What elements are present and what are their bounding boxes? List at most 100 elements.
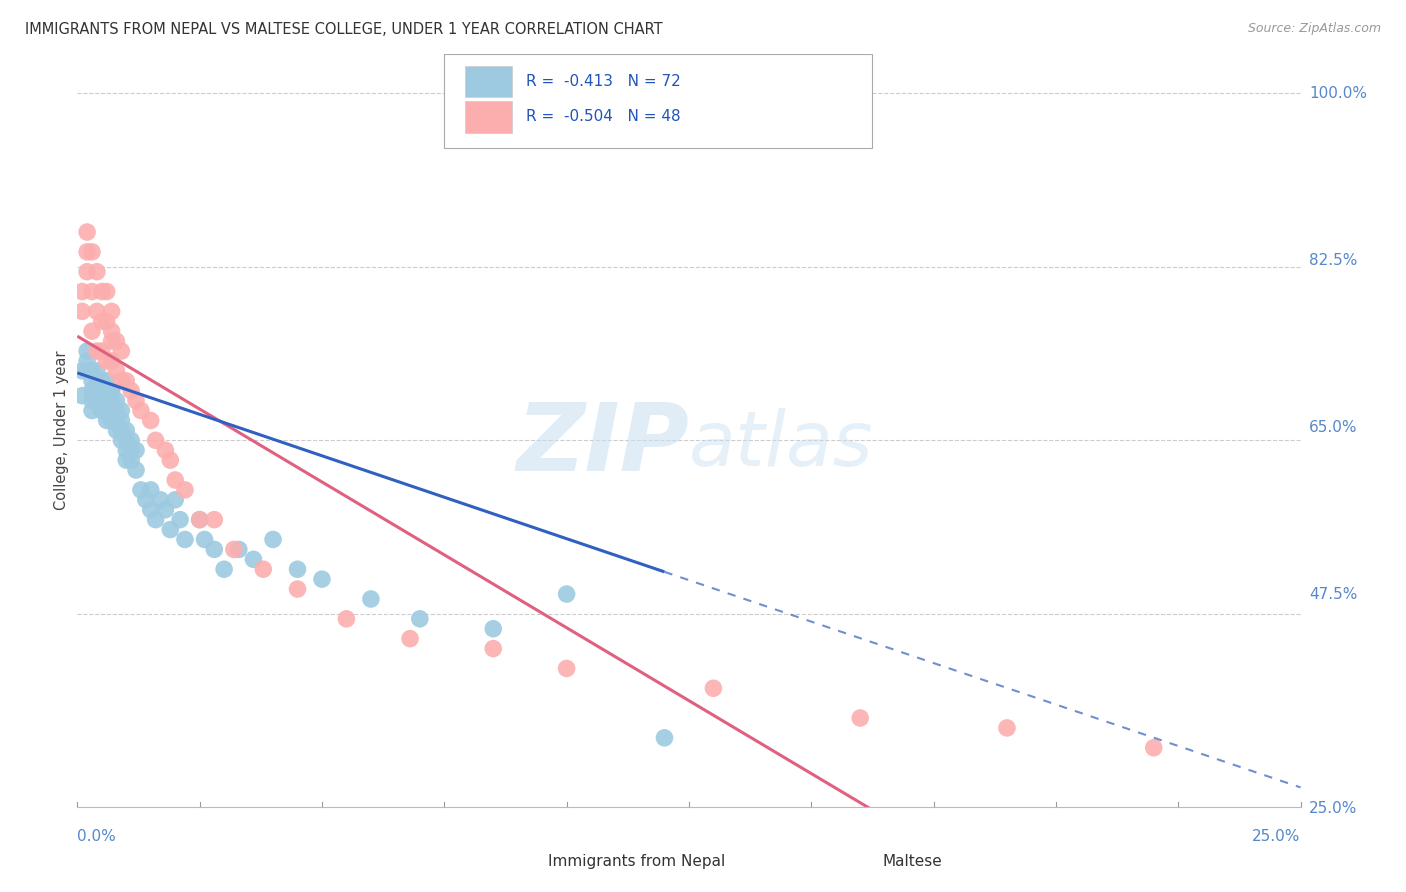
Point	[125, 393, 148, 408]
Point	[90, 403, 112, 417]
Point	[105, 334, 128, 348]
Point	[188, 513, 211, 527]
Point	[155, 502, 177, 516]
Point	[115, 424, 138, 438]
Point	[120, 434, 142, 448]
Point	[110, 424, 132, 438]
Point	[90, 285, 112, 299]
Point	[262, 533, 284, 547]
Point	[482, 641, 505, 656]
Point	[995, 721, 1018, 735]
Point	[100, 304, 122, 318]
Point	[96, 384, 118, 398]
Point	[86, 265, 108, 279]
Text: Maltese: Maltese	[882, 854, 942, 869]
Point	[110, 374, 132, 388]
FancyBboxPatch shape	[465, 66, 512, 97]
Point	[202, 542, 225, 557]
Point	[110, 403, 132, 417]
Point	[100, 403, 122, 417]
Point	[105, 424, 128, 438]
Point	[86, 384, 108, 398]
Point	[115, 453, 138, 467]
Text: Source: ZipAtlas.com: Source: ZipAtlas.com	[1247, 22, 1381, 36]
Point	[139, 483, 162, 497]
Point	[193, 533, 215, 547]
Point	[335, 612, 357, 626]
Point	[105, 403, 128, 417]
Point	[105, 393, 128, 408]
Y-axis label: College, Under 1 year: College, Under 1 year	[53, 351, 69, 510]
Point	[252, 562, 274, 576]
Point	[409, 612, 432, 626]
Point	[212, 562, 235, 576]
Point	[80, 393, 103, 408]
FancyBboxPatch shape	[465, 101, 512, 133]
Point	[90, 384, 112, 398]
Point	[70, 364, 93, 378]
Point	[165, 473, 187, 487]
Point	[174, 483, 197, 497]
Point	[159, 523, 181, 537]
Point	[228, 542, 250, 557]
Point	[96, 354, 118, 368]
Point	[100, 384, 122, 398]
Point	[174, 533, 197, 547]
Point	[849, 711, 872, 725]
Point	[555, 661, 578, 675]
Point	[311, 572, 333, 586]
Point	[555, 587, 578, 601]
Point	[96, 403, 118, 417]
Point	[96, 285, 118, 299]
Point	[90, 374, 112, 388]
Point	[96, 413, 118, 427]
Point	[76, 354, 98, 368]
Point	[70, 304, 93, 318]
Point	[110, 434, 132, 448]
Point	[80, 384, 103, 398]
Point	[139, 413, 162, 427]
Point	[135, 492, 157, 507]
FancyBboxPatch shape	[481, 845, 534, 878]
Point	[100, 334, 122, 348]
Text: Immigrants from Nepal: Immigrants from Nepal	[548, 854, 725, 869]
Point	[80, 324, 103, 338]
Point	[96, 374, 118, 388]
Point	[139, 502, 162, 516]
Point	[80, 374, 103, 388]
Text: IMMIGRANTS FROM NEPAL VS MALTESE COLLEGE, UNDER 1 YEAR CORRELATION CHART: IMMIGRANTS FROM NEPAL VS MALTESE COLLEGE…	[25, 22, 664, 37]
Point	[76, 344, 98, 359]
Point	[115, 443, 138, 458]
Point	[76, 244, 98, 259]
Point	[1143, 740, 1166, 755]
Point	[120, 384, 142, 398]
Point	[165, 492, 187, 507]
Point	[169, 513, 191, 527]
Point	[86, 344, 108, 359]
Text: R =  -0.504   N = 48: R = -0.504 N = 48	[526, 110, 681, 124]
Point	[129, 483, 152, 497]
Point	[105, 413, 128, 427]
Point	[76, 265, 98, 279]
Point	[115, 374, 138, 388]
Point	[70, 285, 93, 299]
Point	[100, 413, 122, 427]
Point	[80, 364, 103, 378]
Point	[125, 463, 148, 477]
Point	[86, 393, 108, 408]
Point	[70, 389, 93, 403]
Point	[100, 384, 122, 398]
Point	[125, 443, 148, 458]
Point	[100, 393, 122, 408]
Point	[482, 622, 505, 636]
Point	[100, 403, 122, 417]
Point	[110, 413, 132, 427]
Point	[96, 393, 118, 408]
Point	[129, 403, 152, 417]
Point	[80, 244, 103, 259]
Point	[76, 364, 98, 378]
Point	[100, 354, 122, 368]
Point	[222, 542, 245, 557]
Point	[287, 582, 309, 596]
Point	[702, 681, 724, 696]
